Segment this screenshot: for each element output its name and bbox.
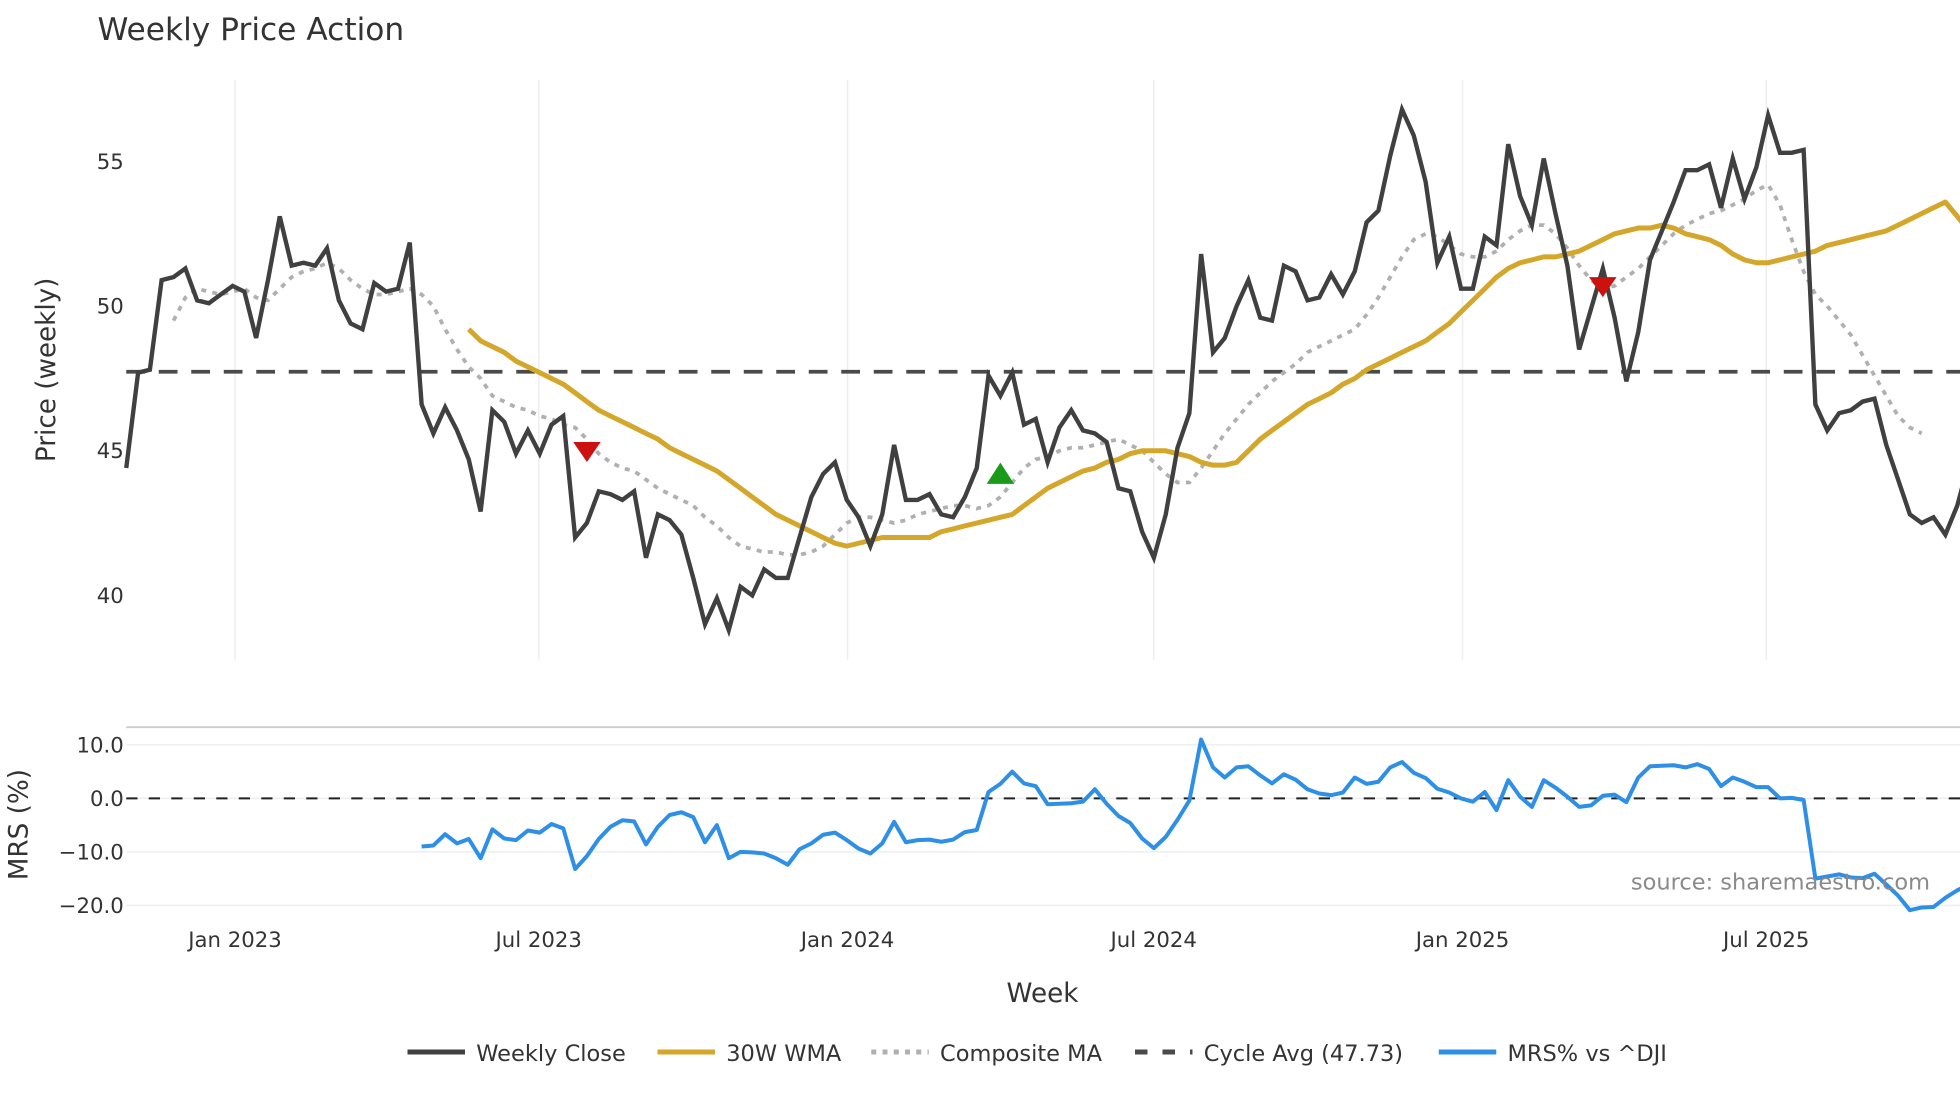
x-tick-label: Jul 2023 [494, 928, 582, 953]
price-y-axis: 40 45 50 55 [97, 150, 124, 609]
price-y-tick-label: 55 [97, 150, 124, 175]
x-tick-label: Jan 2025 [1414, 928, 1510, 953]
legend-item[interactable]: 30W WMA [657, 1041, 842, 1067]
legend-label: Weekly Close [476, 1041, 626, 1067]
price-y-tick-label: 50 [97, 295, 124, 320]
signal-markers [573, 277, 1617, 484]
price-y-tick-label: 45 [97, 439, 124, 464]
x-axis-label: Week [1007, 979, 1080, 1009]
price-y-tick-label: 40 [97, 584, 124, 609]
source-note: source: sharemaestro.com [1631, 870, 1930, 896]
mrs-y-tick-label: −10.0 [59, 840, 124, 865]
buy-signal-icon [986, 462, 1015, 484]
mrs-y-axis-label: MRS (%) [4, 769, 34, 880]
weekly-close-line [124, 102, 1960, 638]
mrs-panel: 10.0 0.0 −10.0 −20.0 MRS (%) source: sharem… [4, 726, 1960, 1009]
legend-label: Cycle Avg (47.73) [1204, 1041, 1403, 1067]
sell-signal-icon [573, 441, 601, 462]
vertical-gridlines [234, 79, 1767, 660]
legend-item[interactable]: Cycle Avg (47.73) [1135, 1041, 1403, 1067]
chart-title: Weekly Price Action [98, 12, 405, 48]
x-tick-label: Jan 2023 [186, 928, 282, 953]
wma-30w-line [467, 199, 1960, 549]
mrs-line [421, 737, 1960, 913]
price-y-axis-label: Price (weekly) [32, 278, 62, 463]
legend-label: 30W WMA [726, 1041, 842, 1067]
mrs-y-tick-label: 0.0 [90, 787, 124, 812]
mrs-y-tick-label: −20.0 [59, 894, 124, 919]
legend-item[interactable]: MRS% vs ^DJI [1438, 1041, 1667, 1067]
mrs-y-axis: 10.0 0.0 −10.0 −20.0 [59, 733, 1960, 919]
legend-item[interactable]: Composite MA [871, 1041, 1103, 1067]
legend-item[interactable]: Weekly Close [407, 1041, 626, 1067]
legend-label: MRS% vs ^DJI [1508, 1041, 1667, 1067]
x-axis: Jan 2023 Jul 2023 Jan 2024 Jul 2024 Jan 2025… [186, 928, 1809, 953]
x-tick-label: Jan 2024 [799, 928, 895, 953]
legend: Weekly Close 30W WMA Composite MA Cycle Avg… [407, 1041, 1667, 1067]
x-tick-label: Jul 2024 [1109, 928, 1197, 953]
legend-label: Composite MA [940, 1041, 1103, 1067]
x-tick-label: Jul 2025 [1721, 928, 1809, 953]
mrs-y-tick-label: 10.0 [76, 733, 123, 758]
price-panel: 40 45 50 55 Price (weekly) [32, 79, 1960, 660]
sell-signal-icon [1589, 277, 1617, 298]
